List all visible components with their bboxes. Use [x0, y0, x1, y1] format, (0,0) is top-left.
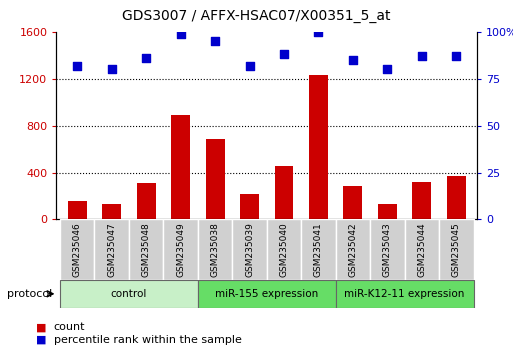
Point: [142, 55, 150, 61]
Text: GSM235048: GSM235048: [142, 222, 151, 277]
Bar: [370, 219, 405, 280]
Text: GSM235043: GSM235043: [383, 222, 392, 277]
Text: GSM235038: GSM235038: [210, 222, 220, 277]
Bar: [163, 219, 198, 280]
Bar: [336, 219, 370, 280]
Bar: [68, 201, 87, 219]
Text: percentile rank within the sample: percentile rank within the sample: [54, 335, 242, 345]
Text: GSM235049: GSM235049: [176, 222, 185, 277]
Text: GSM235042: GSM235042: [348, 222, 358, 277]
Bar: [198, 280, 336, 308]
Text: ■: ■: [36, 322, 46, 332]
Text: GSM235041: GSM235041: [314, 222, 323, 277]
Text: GSM235045: GSM235045: [452, 222, 461, 277]
Bar: [171, 115, 190, 219]
Text: control: control: [111, 289, 147, 299]
Bar: [136, 183, 155, 219]
Bar: [102, 204, 121, 219]
Text: GSM235047: GSM235047: [107, 222, 116, 277]
Point: [314, 29, 323, 35]
Bar: [301, 219, 336, 280]
Bar: [309, 75, 328, 219]
Bar: [267, 219, 301, 280]
Text: miR-155 expression: miR-155 expression: [215, 289, 319, 299]
Text: ■: ■: [36, 335, 46, 345]
Text: GSM235039: GSM235039: [245, 222, 254, 277]
Text: count: count: [54, 322, 85, 332]
Point: [211, 38, 219, 44]
Bar: [439, 219, 473, 280]
Bar: [232, 219, 267, 280]
Point: [245, 63, 253, 68]
Bar: [344, 186, 363, 219]
Bar: [412, 182, 431, 219]
Point: [452, 53, 461, 59]
Point: [108, 67, 116, 72]
Bar: [60, 280, 198, 308]
Bar: [240, 194, 259, 219]
Bar: [405, 219, 439, 280]
Point: [349, 57, 357, 63]
Point: [280, 52, 288, 57]
Text: protocol: protocol: [7, 289, 52, 299]
Text: GDS3007 / AFFX-HSAC07/X00351_5_at: GDS3007 / AFFX-HSAC07/X00351_5_at: [122, 9, 391, 23]
Bar: [129, 219, 163, 280]
Text: GSM235040: GSM235040: [280, 222, 288, 277]
Bar: [274, 166, 293, 219]
Bar: [198, 219, 232, 280]
Bar: [94, 219, 129, 280]
Bar: [447, 176, 466, 219]
Bar: [336, 280, 473, 308]
Text: GSM235046: GSM235046: [73, 222, 82, 277]
Point: [383, 67, 391, 72]
Bar: [60, 219, 94, 280]
Point: [176, 31, 185, 36]
Point: [73, 63, 81, 68]
Text: miR-K12-11 expression: miR-K12-11 expression: [345, 289, 465, 299]
Text: GSM235044: GSM235044: [418, 222, 426, 277]
Bar: [206, 138, 225, 219]
Point: [418, 53, 426, 59]
Bar: [378, 204, 397, 219]
